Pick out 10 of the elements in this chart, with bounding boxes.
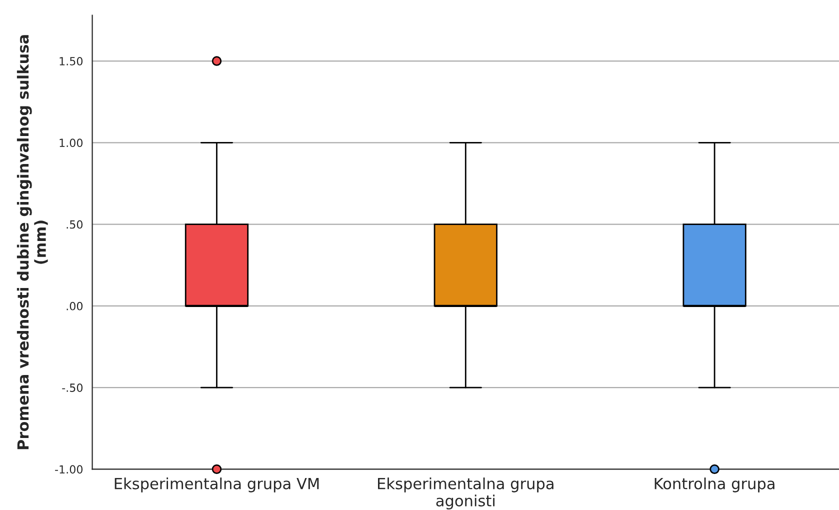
- x-tick-label: Eksperimentalna grupa agonisti: [378, 478, 554, 510]
- y-axis-title: Promena vrednosti dubine ginginvalnog sulkusa (mm): [16, 35, 48, 450]
- y-tick-label: .50: [66, 220, 83, 229]
- y-tick-label: 1.00: [60, 138, 83, 148]
- y-tick-label: -1.00: [55, 465, 83, 474]
- y-tick-label: 1.50: [60, 56, 83, 66]
- x-tick-label: Kontrolna grupa: [654, 478, 774, 492]
- x-tick-label: Eksperimentalna grupa VM: [114, 478, 319, 492]
- y-tick-label: -.50: [62, 384, 83, 392]
- y-tick-label: .00: [66, 302, 83, 310]
